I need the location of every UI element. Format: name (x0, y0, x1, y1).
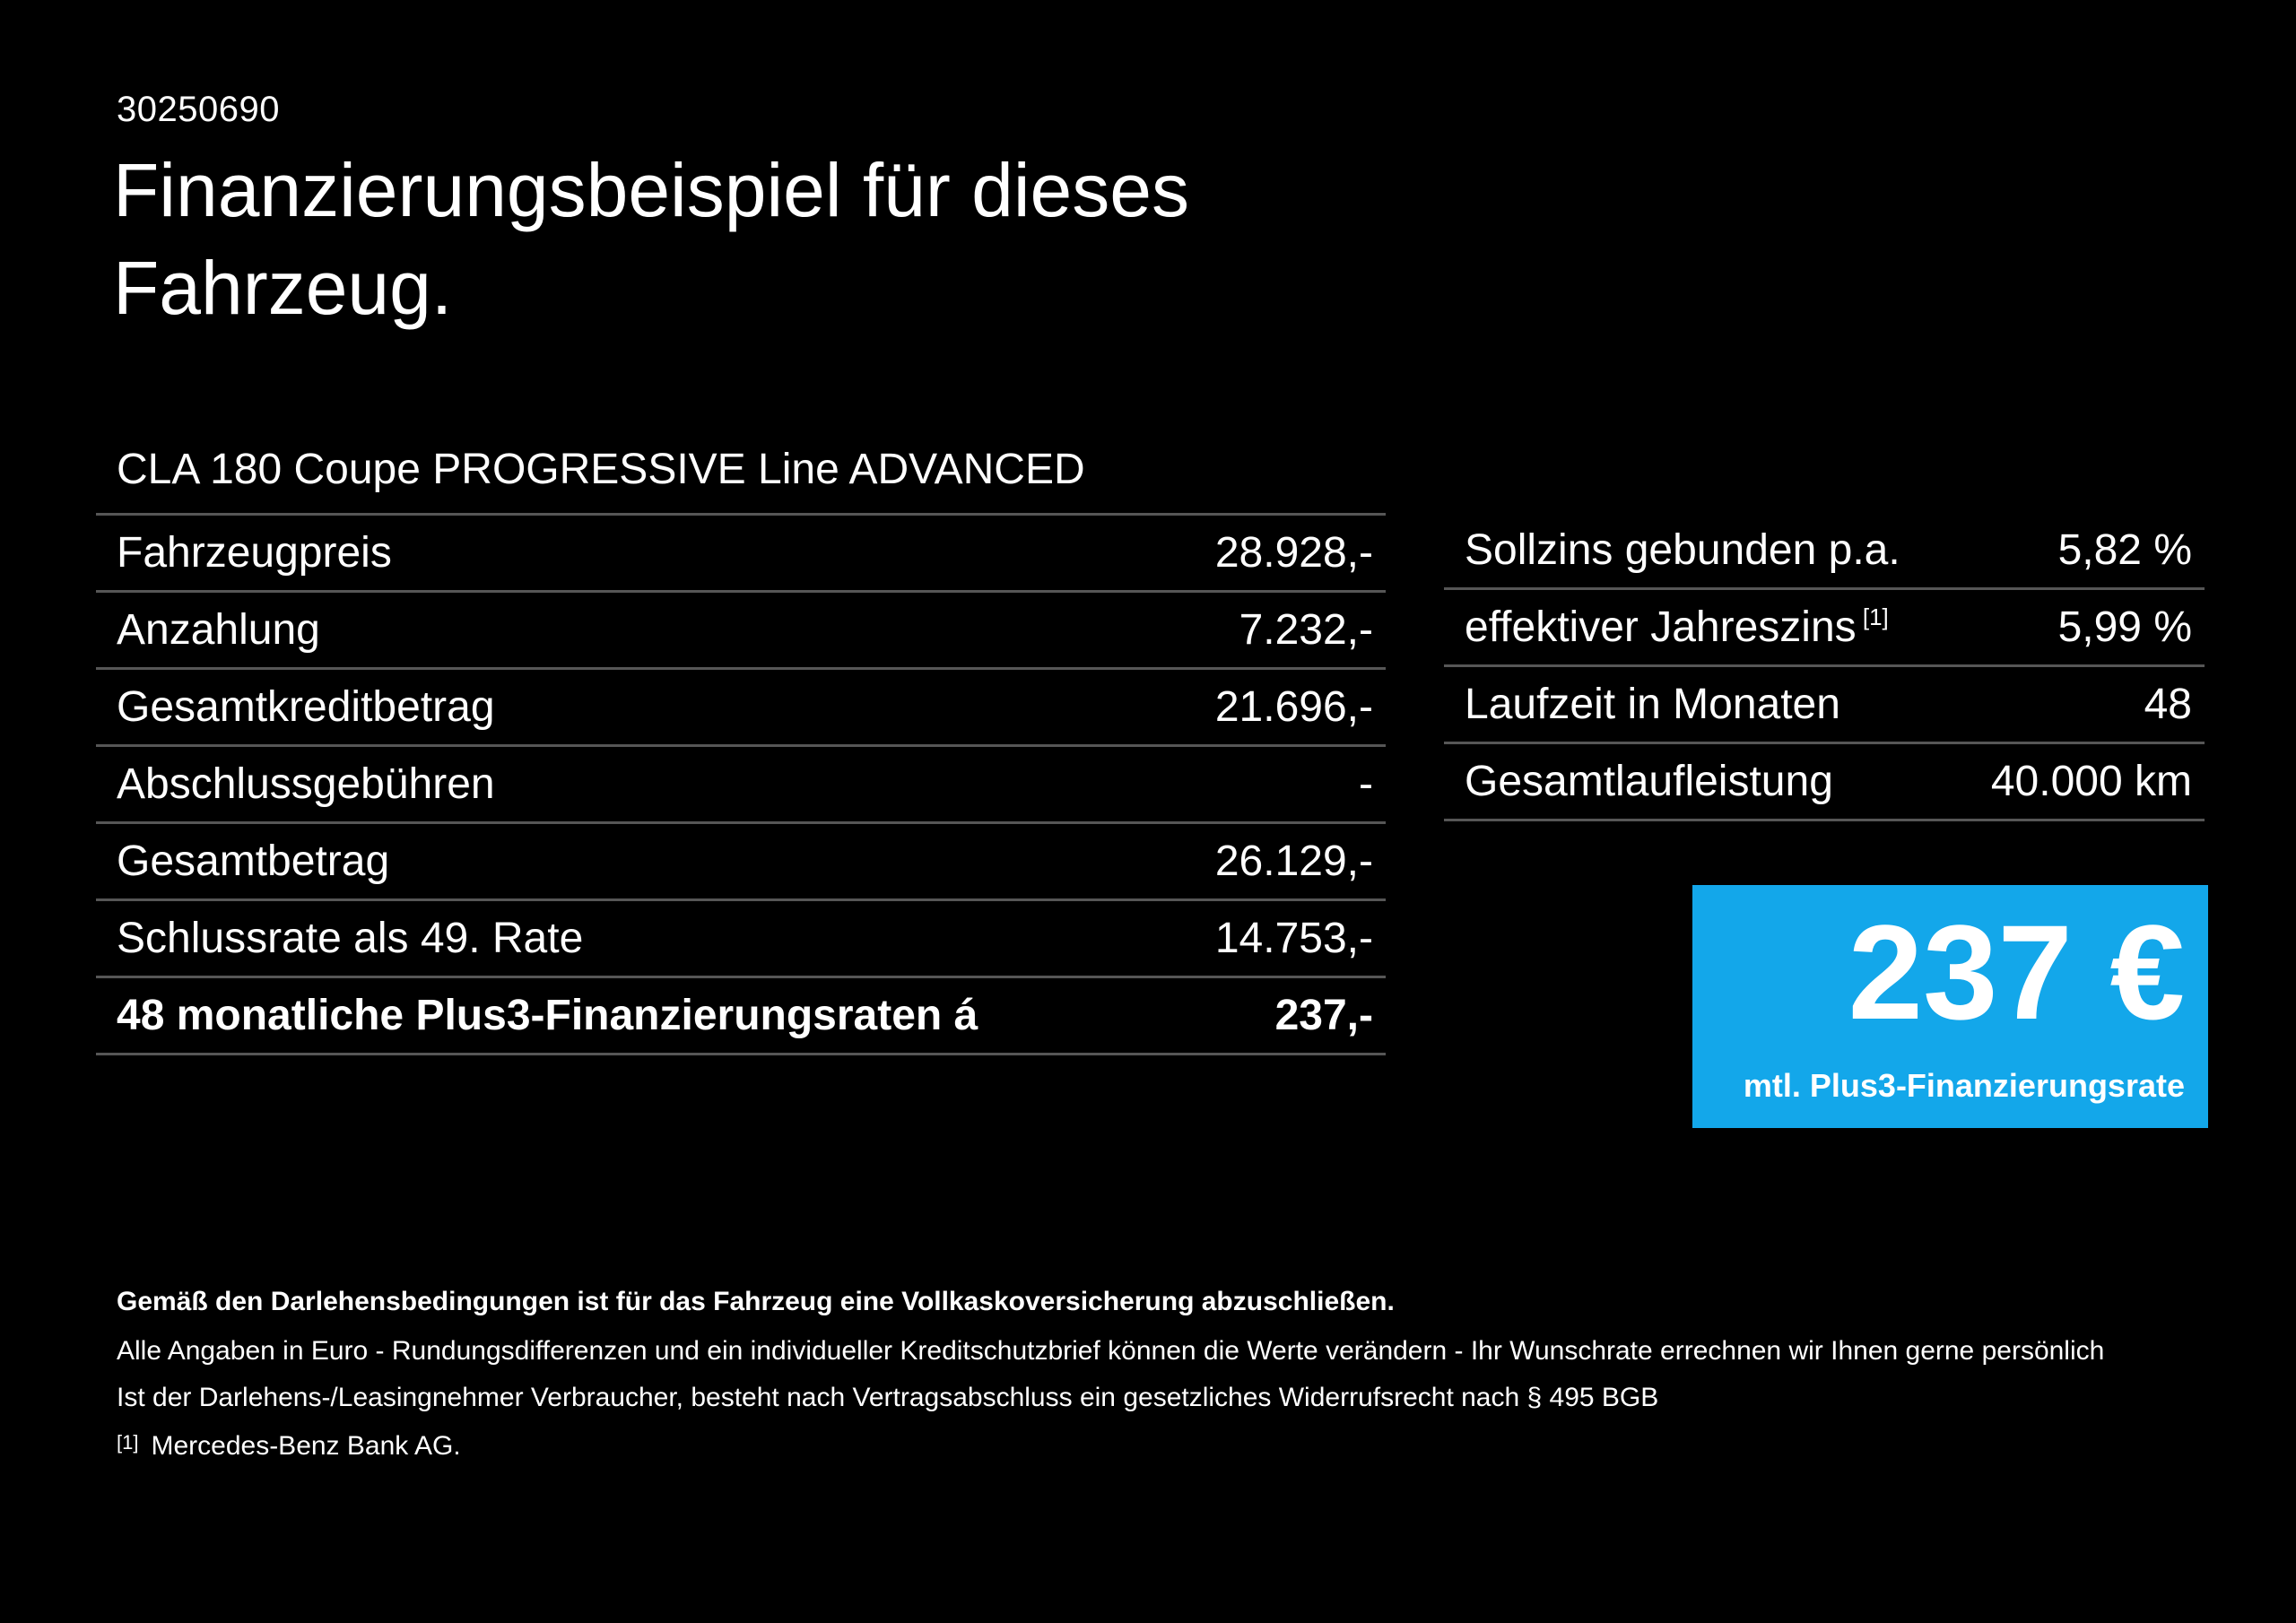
monthly-rate-label: mtl. Plus3-Finanzierungsrate (1743, 1067, 2185, 1104)
row-label: Gesamtbetrag (117, 838, 390, 885)
row-value: 5,82 % (2057, 526, 2192, 574)
table-row: effektiver Jahreszins [1] 5,99 % (1444, 590, 2205, 667)
row-value: 26.129,- (1214, 838, 1373, 885)
row-value: 48 (2144, 681, 2192, 728)
vehicle-name: CLA 180 Coupe PROGRESSIVE Line ADVANCED (117, 446, 1085, 493)
footnote-marker: [1] (1856, 603, 1889, 630)
row-label: Abschlussgebühren (117, 760, 495, 808)
conditions-table: Sollzins gebunden p.a. 5,82 % effektiver J… (1444, 513, 2205, 821)
table-row: Gesamtkreditbetrag 21.696,- (96, 670, 1386, 747)
row-label: Sollzins gebunden p.a. (1465, 526, 1900, 574)
table-row: 48 monatliche Plus3-Finanzierungsraten á… (96, 978, 1386, 1055)
row-label: Laufzeit in Monaten (1465, 681, 1840, 728)
table-row: Gesamtbetrag 26.129,- (96, 824, 1386, 901)
row-label: Gesamtkreditbetrag (117, 683, 495, 731)
row-label: Schlussrate als 49. Rate (117, 915, 584, 962)
table-row: Anzahlung 7.232,- (96, 593, 1386, 670)
table-row: Abschlussgebühren - (96, 747, 1386, 824)
table-row: Sollzins gebunden p.a. 5,82 % (1444, 513, 2205, 590)
row-label: Fahrzeugpreis (117, 529, 392, 577)
revocation-note: Ist der Darlehens-/Leasingnehmer Verbrau… (117, 1383, 1659, 1412)
row-value: 28.928,- (1214, 529, 1373, 577)
row-label: effektiver Jahreszins [1] (1465, 603, 1889, 651)
rate-box: 237 € mtl. Plus3-Finanzierungsrate (1692, 885, 2208, 1128)
page-title: Finanzierungsbeispiel für dieses Fahrzeu… (113, 148, 1189, 331)
row-value: 40.000 km (1990, 758, 2192, 805)
table-row: Gesamtlaufleistung 40.000 km (1444, 744, 2205, 821)
footnote-marker: [1] (117, 1431, 139, 1454)
general-note: Alle Angaben in Euro - Rundungsdifferenz… (117, 1336, 2105, 1366)
row-label: Gesamtlaufleistung (1465, 758, 1833, 805)
finance-table: Fahrzeugpreis 28.928,- Anzahlung 7.232,- Ges… (96, 513, 1386, 1055)
footnote-text: Mercedes-Benz Bank AG. (151, 1431, 461, 1461)
table-row: Laufzeit in Monaten 48 (1444, 667, 2205, 744)
insurance-note: Gemäß den Darlehensbedingungen ist für d… (117, 1287, 1395, 1316)
table-row: Schlussrate als 49. Rate 14.753,- (96, 901, 1386, 978)
table-row: Fahrzeugpreis 28.928,- (96, 516, 1386, 593)
row-value: 5,99 % (2057, 603, 2192, 651)
monthly-rate-amount: 237 € (1848, 897, 2185, 1047)
row-value: 7.232,- (1239, 606, 1373, 654)
row-label: 48 monatliche Plus3-Finanzierungsraten á (117, 992, 978, 1039)
reference-number: 30250690 (117, 90, 280, 129)
row-value: 237,- (1274, 992, 1373, 1039)
footnote: [1] Mercedes-Benz Bank AG. (117, 1433, 461, 1460)
row-value: - (1359, 760, 1373, 808)
row-value: 21.696,- (1214, 683, 1373, 731)
row-value: 14.753,- (1214, 915, 1373, 962)
row-label: Anzahlung (117, 606, 320, 654)
